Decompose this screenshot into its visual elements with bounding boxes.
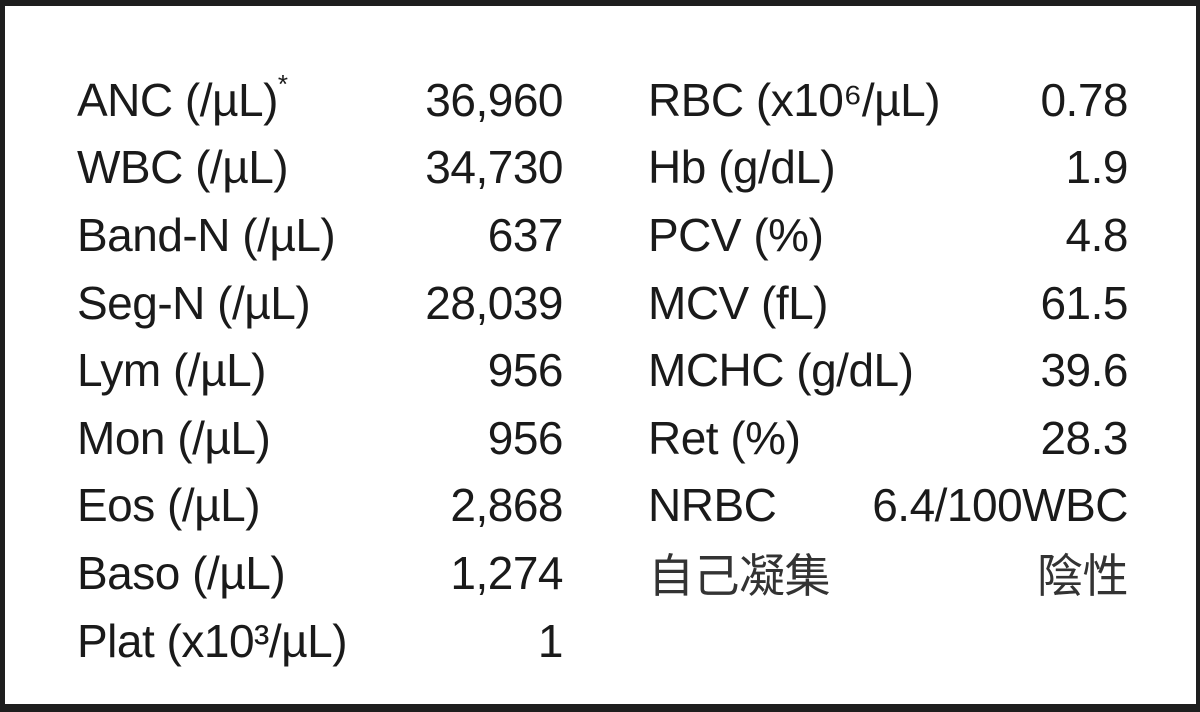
label: Seg-N (/µL)	[77, 276, 311, 329]
label: Hb (g/dL)	[648, 141, 836, 194]
label: MCV (fL)	[648, 276, 829, 329]
row-pcv: PCV (%) 4.8	[648, 201, 1129, 269]
value: 956	[487, 344, 564, 397]
label: 自己凝集	[648, 549, 831, 602]
value: 2,868	[450, 479, 563, 532]
value: 1	[537, 614, 564, 667]
value: 1,274	[450, 546, 563, 599]
row-lym: Lym (/µL) 956	[77, 336, 564, 404]
value: 637	[487, 208, 564, 261]
value: 陰性	[1037, 549, 1129, 602]
row-plat: Plat (x10³/µL) 1	[77, 607, 564, 675]
left-column: ANC (/µL)* 36,960 WBC (/µL) 34,730 Band-N …	[77, 66, 564, 675]
label: Baso (/µL)	[77, 546, 286, 599]
label: Ret (%)	[648, 411, 801, 464]
label: Lym (/µL)	[77, 344, 266, 397]
label: NRBC	[648, 479, 777, 532]
row-band-n: Band-N (/µL) 637	[77, 201, 564, 269]
row-rbc: RBC (x10⁶/µL) 0.78	[648, 66, 1128, 134]
value: 956	[487, 411, 564, 464]
value: 28.3	[1040, 411, 1128, 464]
value: 36,960	[425, 73, 563, 126]
value: 4.8	[1065, 208, 1129, 261]
row-autoagglutination: 自己凝集 陰性	[648, 539, 1129, 607]
label: Band-N (/µL)	[77, 208, 336, 261]
row-seg-n: Seg-N (/µL) 28,039	[77, 269, 563, 337]
value: 1.9	[1065, 141, 1129, 194]
right-column: RBC (x10⁶/µL) 0.78 Hb (g/dL) 1.9 PCV (%) 4.…	[648, 66, 1129, 607]
label: ANC (/µL)*	[77, 69, 288, 127]
row-mchc: MCHC (g/dL) 39.6	[648, 336, 1128, 404]
label-text: ANC (/µL)	[77, 73, 278, 126]
footnote-marker: *	[277, 68, 288, 99]
value: 39.6	[1040, 344, 1128, 397]
row-baso: Baso (/µL) 1,274	[77, 539, 563, 607]
row-wbc: WBC (/µL) 34,730	[77, 134, 563, 202]
label: PCV (%)	[648, 208, 824, 261]
row-anc: ANC (/µL)* 36,960	[77, 66, 563, 134]
label: Mon (/µL)	[77, 411, 271, 464]
row-hb: Hb (g/dL) 1.9	[648, 134, 1129, 202]
label: Eos (/µL)	[77, 479, 261, 532]
label: RBC (x10⁶/µL)	[648, 73, 941, 126]
row-eos: Eos (/µL) 2,868	[77, 472, 563, 540]
value: 28,039	[425, 276, 563, 329]
row-mcv: MCV (fL) 61.5	[648, 269, 1128, 337]
row-mon: Mon (/µL) 956	[77, 404, 564, 472]
value: 0.78	[1040, 73, 1128, 126]
label: Plat (x10³/µL)	[77, 614, 348, 667]
value: 61.5	[1040, 276, 1128, 329]
value: 6.4/100WBC	[872, 479, 1128, 532]
row-ret: Ret (%) 28.3	[648, 404, 1128, 472]
label: MCHC (g/dL)	[648, 344, 914, 397]
label: WBC (/µL)	[77, 141, 289, 194]
value: 34,730	[425, 141, 563, 194]
row-nrbc: NRBC 6.4/100WBC	[648, 472, 1128, 540]
